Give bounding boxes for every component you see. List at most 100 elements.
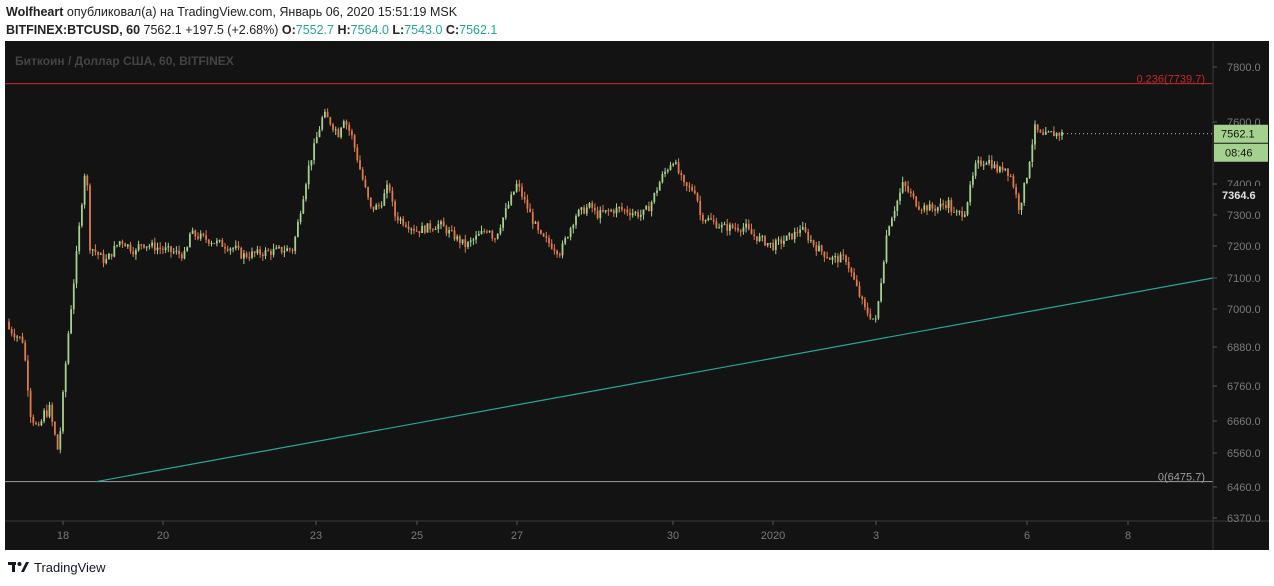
candle-body bbox=[13, 333, 16, 338]
candle-body bbox=[739, 230, 742, 232]
candle-body bbox=[342, 121, 345, 128]
low-label: L: bbox=[392, 23, 405, 37]
fib-level-label: 0(6475.7) bbox=[1158, 472, 1205, 484]
candle-body bbox=[56, 434, 59, 450]
candle-body bbox=[426, 223, 429, 233]
candle-body bbox=[912, 193, 915, 197]
candle-body bbox=[229, 248, 232, 251]
candle-body bbox=[850, 268, 853, 273]
candle-body bbox=[337, 129, 340, 138]
candle-body bbox=[537, 222, 540, 231]
candle-body bbox=[866, 307, 869, 314]
candle-body bbox=[669, 165, 672, 170]
candle-body bbox=[1020, 202, 1023, 211]
y-tick-label: 7100.0 bbox=[1227, 273, 1261, 285]
candle-body bbox=[1026, 177, 1028, 184]
candle-body bbox=[837, 256, 839, 263]
candle-body bbox=[178, 250, 180, 255]
candle-body bbox=[591, 202, 594, 208]
chart-area[interactable]: Биткоин / Доллар США, 60, BITFINEX 0.236… bbox=[5, 41, 1269, 550]
candle-body bbox=[321, 117, 324, 130]
candle-body bbox=[972, 175, 974, 185]
candle-body bbox=[880, 282, 882, 302]
candle-body bbox=[988, 159, 990, 164]
candle-body bbox=[429, 223, 432, 230]
candle-body bbox=[251, 251, 253, 258]
candle-body bbox=[855, 279, 858, 286]
candle-body bbox=[183, 250, 186, 259]
candle-body bbox=[648, 205, 650, 212]
brand-name[interactable]: TradingView bbox=[34, 560, 106, 575]
fib-level-label: 0.236(7739.7) bbox=[1137, 74, 1206, 86]
candle-body bbox=[928, 204, 931, 211]
candle-body bbox=[966, 202, 969, 215]
candle-body bbox=[672, 163, 675, 166]
candle-body bbox=[256, 249, 259, 254]
candle-body bbox=[815, 245, 818, 252]
candle-body bbox=[769, 242, 772, 244]
tradingview-logo-icon[interactable] bbox=[8, 560, 30, 574]
candle-body bbox=[715, 221, 718, 228]
candle-body bbox=[826, 257, 828, 259]
candle-body bbox=[132, 251, 135, 255]
candle-body bbox=[199, 233, 202, 239]
trendline-layer[interactable] bbox=[95, 277, 1214, 483]
candle-body bbox=[623, 209, 626, 211]
candle-body bbox=[405, 224, 407, 227]
candle-body bbox=[1050, 131, 1053, 133]
candle-body bbox=[459, 236, 461, 244]
candle-body bbox=[51, 404, 54, 422]
candle-body bbox=[683, 175, 685, 183]
candle-body bbox=[523, 196, 526, 200]
candle-body bbox=[264, 250, 267, 257]
candle-body bbox=[162, 248, 164, 250]
candle-body bbox=[21, 336, 24, 343]
countdown-label: 08:46 bbox=[1225, 148, 1253, 160]
candlestick-chart[interactable]: Биткоин / Доллар США, 60, BITFINEX 0.236… bbox=[5, 41, 1269, 550]
candle-body bbox=[950, 200, 953, 212]
candle-body bbox=[518, 183, 521, 187]
candle-body bbox=[693, 190, 696, 194]
candle-body bbox=[796, 231, 799, 233]
candle-body bbox=[820, 245, 823, 252]
candle-body bbox=[531, 212, 534, 224]
candle-body bbox=[245, 253, 248, 257]
candle-body bbox=[477, 234, 480, 236]
candle-body bbox=[302, 199, 305, 214]
chart-header: Wolfheart опубликовал(а) на TradingView.… bbox=[6, 3, 1266, 41]
candle-body bbox=[550, 243, 553, 249]
candle-body bbox=[1055, 133, 1058, 137]
candle-body bbox=[891, 218, 893, 227]
candle-body bbox=[383, 193, 386, 206]
candle-body bbox=[186, 247, 189, 251]
x-tick-label: 8 bbox=[1125, 530, 1131, 542]
candle-body bbox=[318, 129, 321, 138]
candle-body bbox=[410, 228, 413, 230]
candle-body bbox=[653, 193, 656, 203]
author-name[interactable]: Wolfheart bbox=[6, 5, 64, 19]
x-tick-label: 27 bbox=[511, 530, 523, 542]
candle-body bbox=[291, 249, 294, 251]
candle-body bbox=[129, 244, 132, 252]
candle-body bbox=[32, 417, 35, 423]
candle-body bbox=[1053, 131, 1055, 137]
candle-body bbox=[529, 208, 531, 213]
candle-body bbox=[869, 313, 872, 319]
candle-body bbox=[378, 204, 380, 207]
candle-body bbox=[118, 241, 121, 246]
candle-body bbox=[286, 248, 288, 252]
candle-body bbox=[521, 186, 523, 197]
candle-body bbox=[197, 236, 199, 239]
candle-body bbox=[958, 211, 961, 213]
fib-retracement[interactable]: 0.236(7739.7) 0(6475.7) bbox=[5, 74, 1213, 484]
candle-body bbox=[310, 160, 313, 166]
candle-body bbox=[29, 390, 32, 418]
candle-body bbox=[936, 207, 939, 211]
candle-body bbox=[226, 248, 229, 251]
candle-body bbox=[502, 217, 504, 228]
candle-body bbox=[847, 261, 850, 269]
candle-body bbox=[340, 127, 342, 138]
candle-body bbox=[334, 129, 337, 131]
candle-body bbox=[969, 184, 972, 203]
candle-body bbox=[364, 179, 367, 188]
